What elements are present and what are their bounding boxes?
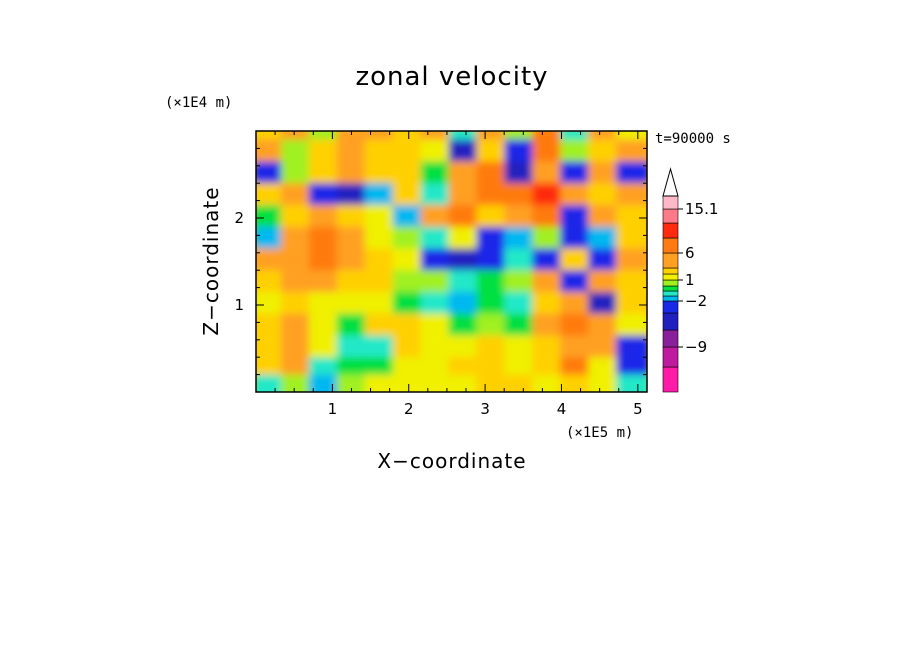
plot-frame xyxy=(255,130,648,393)
heatmap-cells xyxy=(256,131,647,392)
colorbar-swatch xyxy=(662,252,679,269)
y-scale-label: (×1E4 m) xyxy=(165,95,232,111)
colorbar-label: 15.1 xyxy=(685,200,718,218)
x-tick-label: 5 xyxy=(633,400,643,418)
colorbar-label: 6 xyxy=(685,244,695,262)
colorbar-extend-arrow xyxy=(662,167,679,197)
colorbar-label: 1 xyxy=(685,271,695,289)
colorbar: 15.1 6 1 −2 −9 xyxy=(662,167,718,393)
heatmap-cell xyxy=(616,183,647,210)
chart-title: zonal velocity xyxy=(355,62,548,92)
colorbar-label: −2 xyxy=(685,292,707,310)
x-tick-label: 4 xyxy=(557,400,567,418)
heatmap-cell xyxy=(532,374,567,392)
heatmap-cell xyxy=(616,374,647,392)
heatmap-cell xyxy=(392,374,427,392)
colorbar-swatch xyxy=(662,295,679,302)
colorbar-swatch xyxy=(662,329,679,348)
colorbar-swatch xyxy=(662,346,679,368)
heatmap-cell xyxy=(256,374,287,392)
heatmap-cell xyxy=(616,335,647,362)
colorbar-swatch xyxy=(662,237,679,254)
time-label: t=90000 s xyxy=(655,131,731,147)
heatmap-cell xyxy=(588,374,623,392)
heatmap-cell xyxy=(616,270,647,297)
colorbar-swatch xyxy=(662,290,679,297)
y-axis-label: Z−coordinate xyxy=(199,186,223,335)
x-axis-label: X−coordinate xyxy=(377,449,526,473)
heatmap-cell xyxy=(616,161,647,188)
heatmap-cell xyxy=(616,226,647,253)
colorbar-label: −9 xyxy=(685,338,707,356)
plot-area xyxy=(256,131,647,392)
heatmap-cell xyxy=(308,374,343,392)
heatmap-cell xyxy=(448,374,483,392)
heatmap-cell xyxy=(420,374,455,392)
x-scale-label: (×1E5 m) xyxy=(566,425,633,441)
heatmap-cell xyxy=(504,374,539,392)
heatmap-cell xyxy=(560,374,595,392)
x-tick-label: 2 xyxy=(404,400,414,418)
heatmap-cell xyxy=(616,139,647,166)
colorbar-swatch xyxy=(662,208,679,224)
colorbar-swatch xyxy=(662,195,679,210)
heatmap-cell xyxy=(616,313,647,340)
colorbar-swatch xyxy=(662,285,679,292)
colorbar-swatch xyxy=(662,366,679,393)
heatmap-cell xyxy=(616,248,647,275)
y-tick-label: 2 xyxy=(234,209,244,227)
colorbar-swatch xyxy=(662,279,679,287)
colorbar-swatch xyxy=(662,312,679,331)
colorbar-swatch xyxy=(662,273,679,281)
y-axis-ticks: 12 xyxy=(234,147,647,376)
heatmap-cell xyxy=(364,374,399,392)
x-tick-label: 3 xyxy=(480,400,490,418)
heatmap-cell xyxy=(280,374,315,392)
colorbar-swatch xyxy=(662,222,679,239)
heatmap-cell xyxy=(336,374,371,392)
x-axis-ticks: 1 2 3 4 5 xyxy=(274,131,643,418)
x-tick-label: 1 xyxy=(328,400,338,418)
y-tick-label: 1 xyxy=(234,296,244,314)
colorbar-swatch xyxy=(662,267,679,275)
colorbar-swatch xyxy=(662,300,679,314)
